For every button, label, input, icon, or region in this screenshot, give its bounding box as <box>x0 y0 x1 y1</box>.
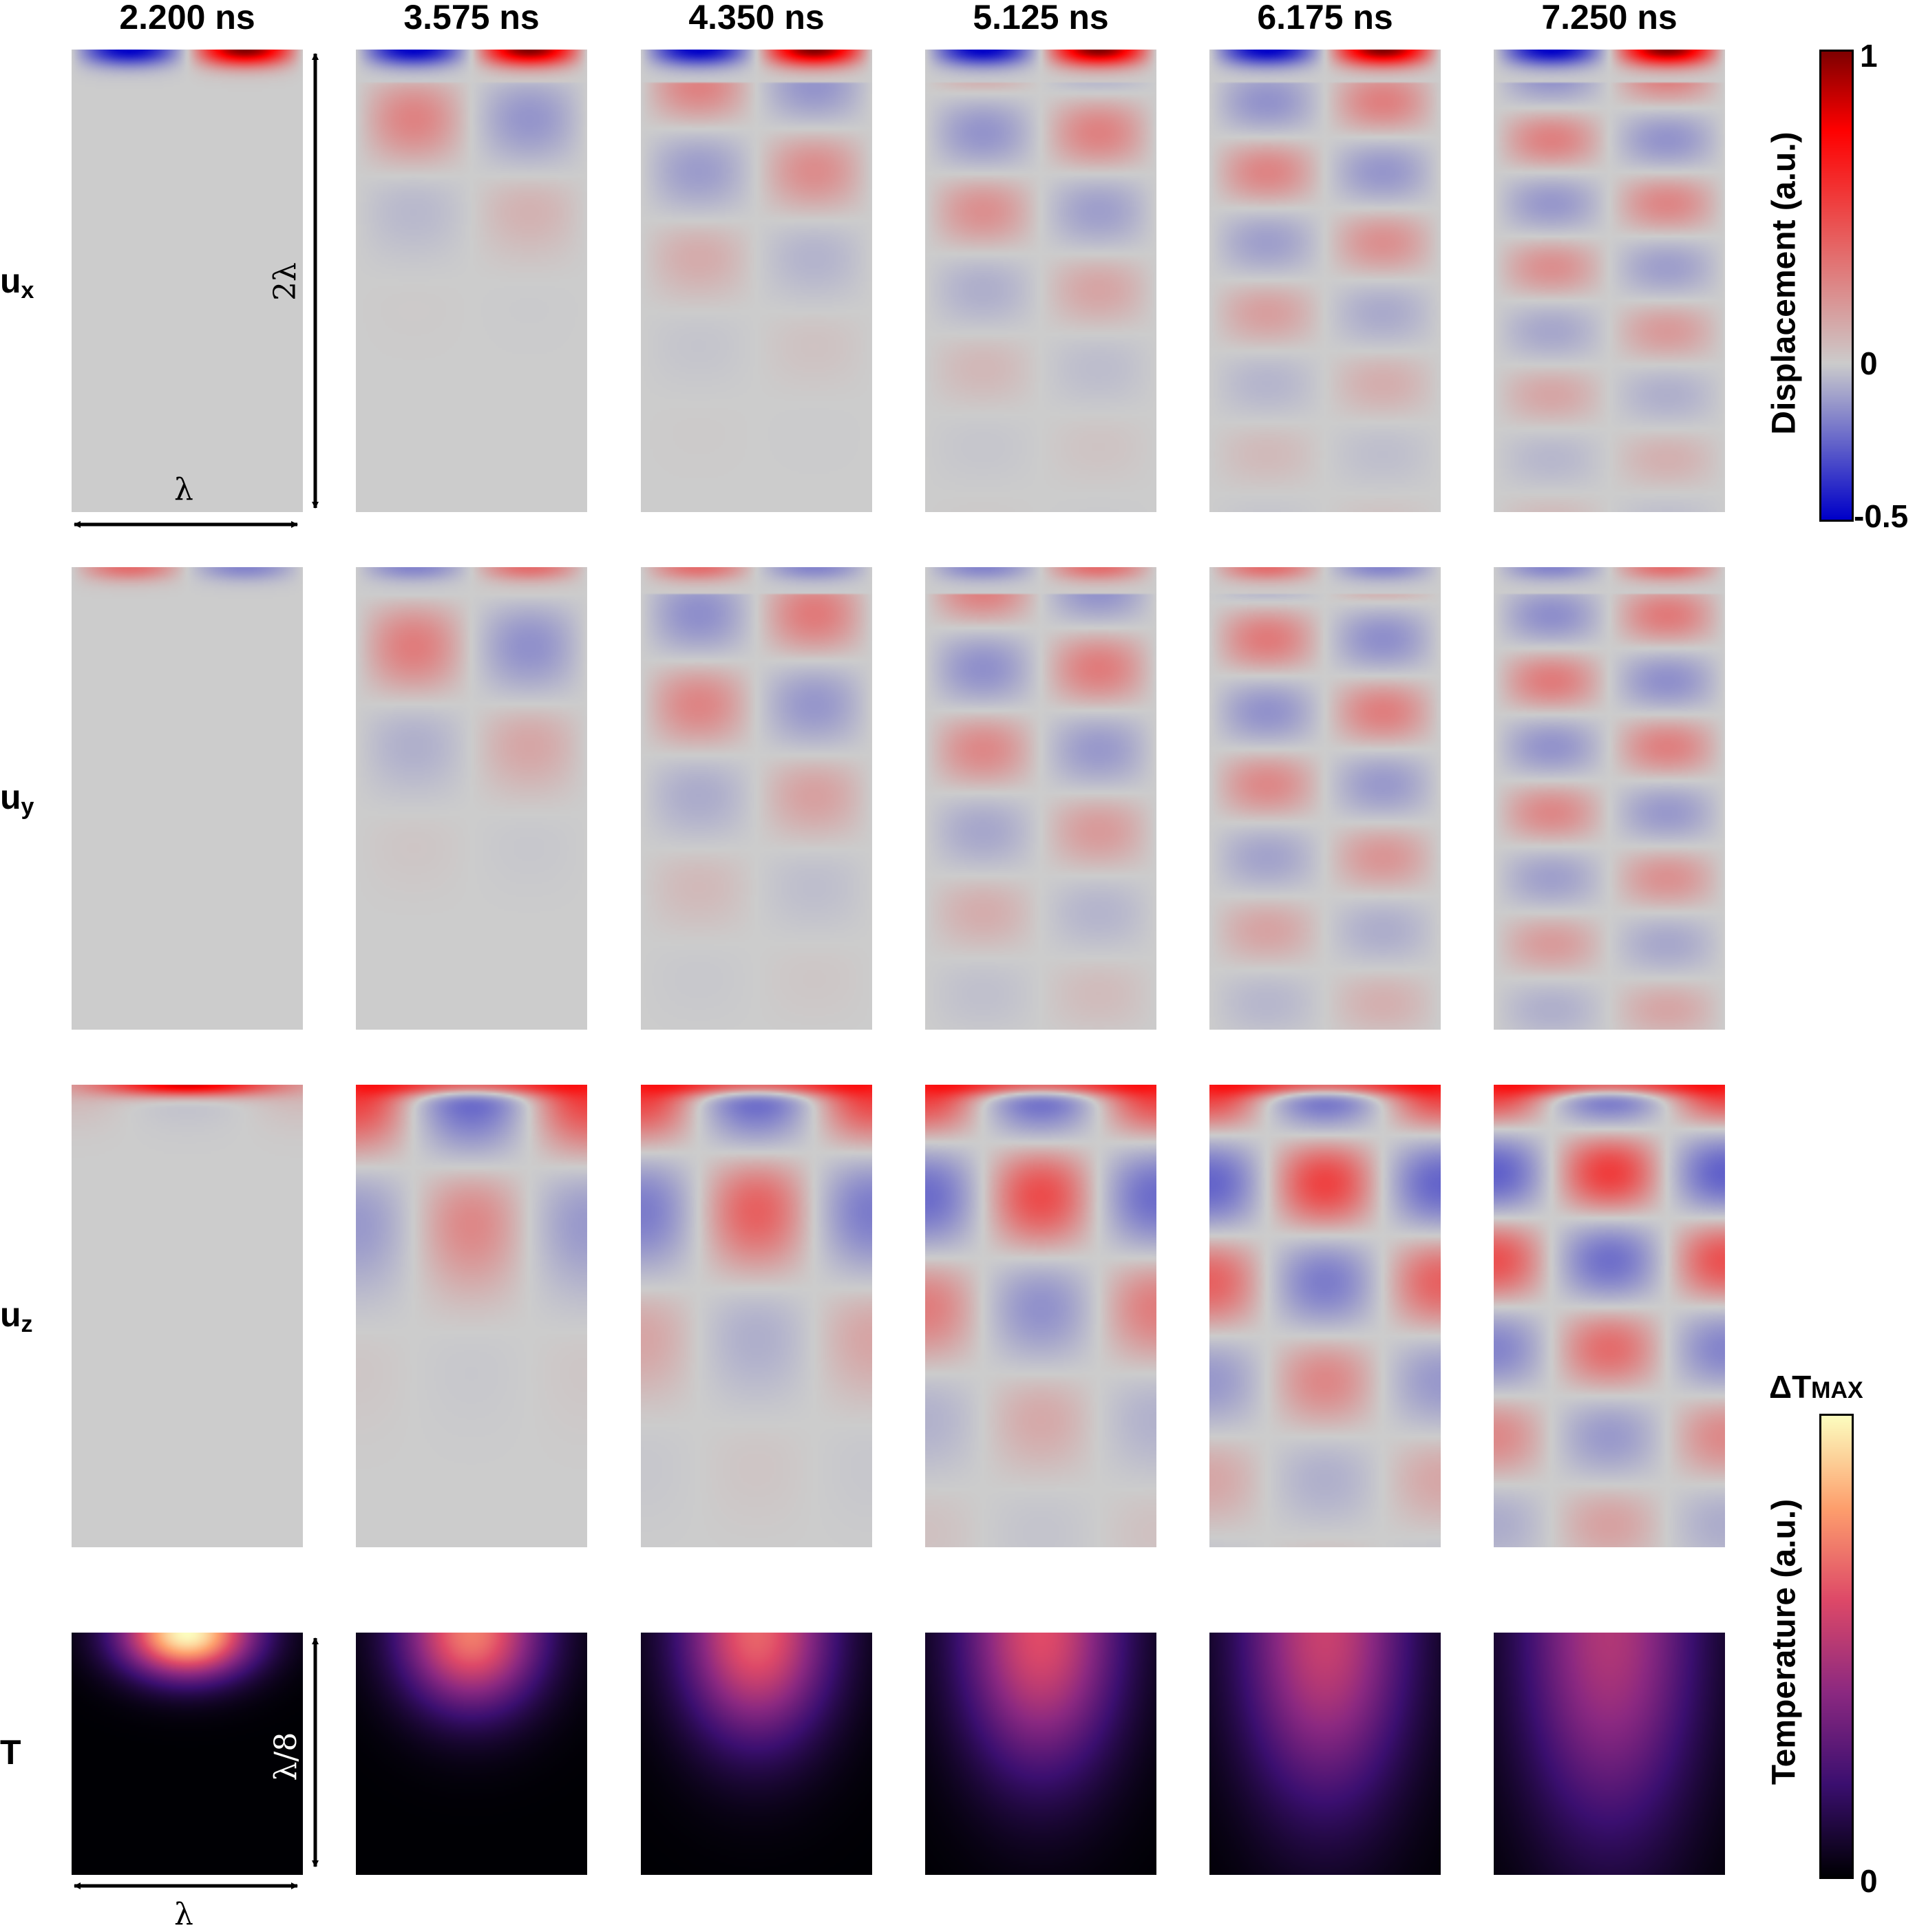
displacement-colorbar-title: Displacement (a.u.) <box>1766 131 1803 435</box>
t-width-label: λ <box>174 1897 193 1932</box>
t-height-label: λ/8 <box>268 1732 304 1781</box>
ux-width-label: λ <box>174 472 193 507</box>
time-label-1: 2.200 ns <box>119 0 255 36</box>
panel-T-5 <box>1209 1633 1441 1875</box>
temperature-colorbar-title: Temperature (a.u.) <box>1766 1498 1803 1785</box>
row-label-uy: uy <box>0 778 34 820</box>
displacement-min-tick: -0.5 <box>1854 498 1909 534</box>
panel-uz-6 <box>1494 1085 1725 1547</box>
panel-T-2 <box>356 1633 587 1875</box>
time-label-5: 6.175 ns <box>1257 0 1393 36</box>
time-label-4: 5.125 ns <box>973 0 1109 36</box>
displacement-colorbar <box>1819 50 1854 522</box>
panel-uy-3 <box>641 567 872 1030</box>
temperature-colorbar <box>1819 1414 1854 1879</box>
displacement-zero-tick: 0 <box>1860 346 1878 381</box>
panel-uz-4 <box>925 1085 1156 1547</box>
panel-uy-5 <box>1209 567 1441 1030</box>
time-label-2: 3.575 ns <box>403 0 540 36</box>
panel-uy-1 <box>72 567 303 1030</box>
panel-uy-6 <box>1494 567 1725 1030</box>
panel-ux-1 <box>72 50 303 512</box>
temperature-max-tick: ΔTMAX <box>1769 1369 1863 1405</box>
time-label-3: 4.350 ns <box>688 0 825 36</box>
panel-T-4 <box>925 1633 1156 1875</box>
panel-T-1 <box>72 1633 303 1875</box>
displacement-max-tick: 1 <box>1860 38 1878 74</box>
panel-T-3 <box>641 1633 872 1875</box>
panel-T-6 <box>1494 1633 1725 1875</box>
temperature-zero-tick: 0 <box>1860 1863 1878 1899</box>
panel-uz-2 <box>356 1085 587 1547</box>
panel-ux-4 <box>925 50 1156 512</box>
row-label-uz: uz <box>0 1295 33 1337</box>
row-label-t: T <box>0 1733 21 1772</box>
panel-uz-1 <box>72 1085 303 1547</box>
panel-ux-6 <box>1494 50 1725 512</box>
panel-ux-2 <box>356 50 587 512</box>
time-label-6: 7.250 ns <box>1541 0 1678 36</box>
panel-uy-2 <box>356 567 587 1030</box>
row-label-ux: ux <box>0 262 34 304</box>
panel-uy-4 <box>925 567 1156 1030</box>
panel-ux-5 <box>1209 50 1441 512</box>
panel-uz-3 <box>641 1085 872 1547</box>
ux-height-label: 2λ <box>268 262 303 301</box>
panel-uz-5 <box>1209 1085 1441 1547</box>
panel-ux-3 <box>641 50 872 512</box>
